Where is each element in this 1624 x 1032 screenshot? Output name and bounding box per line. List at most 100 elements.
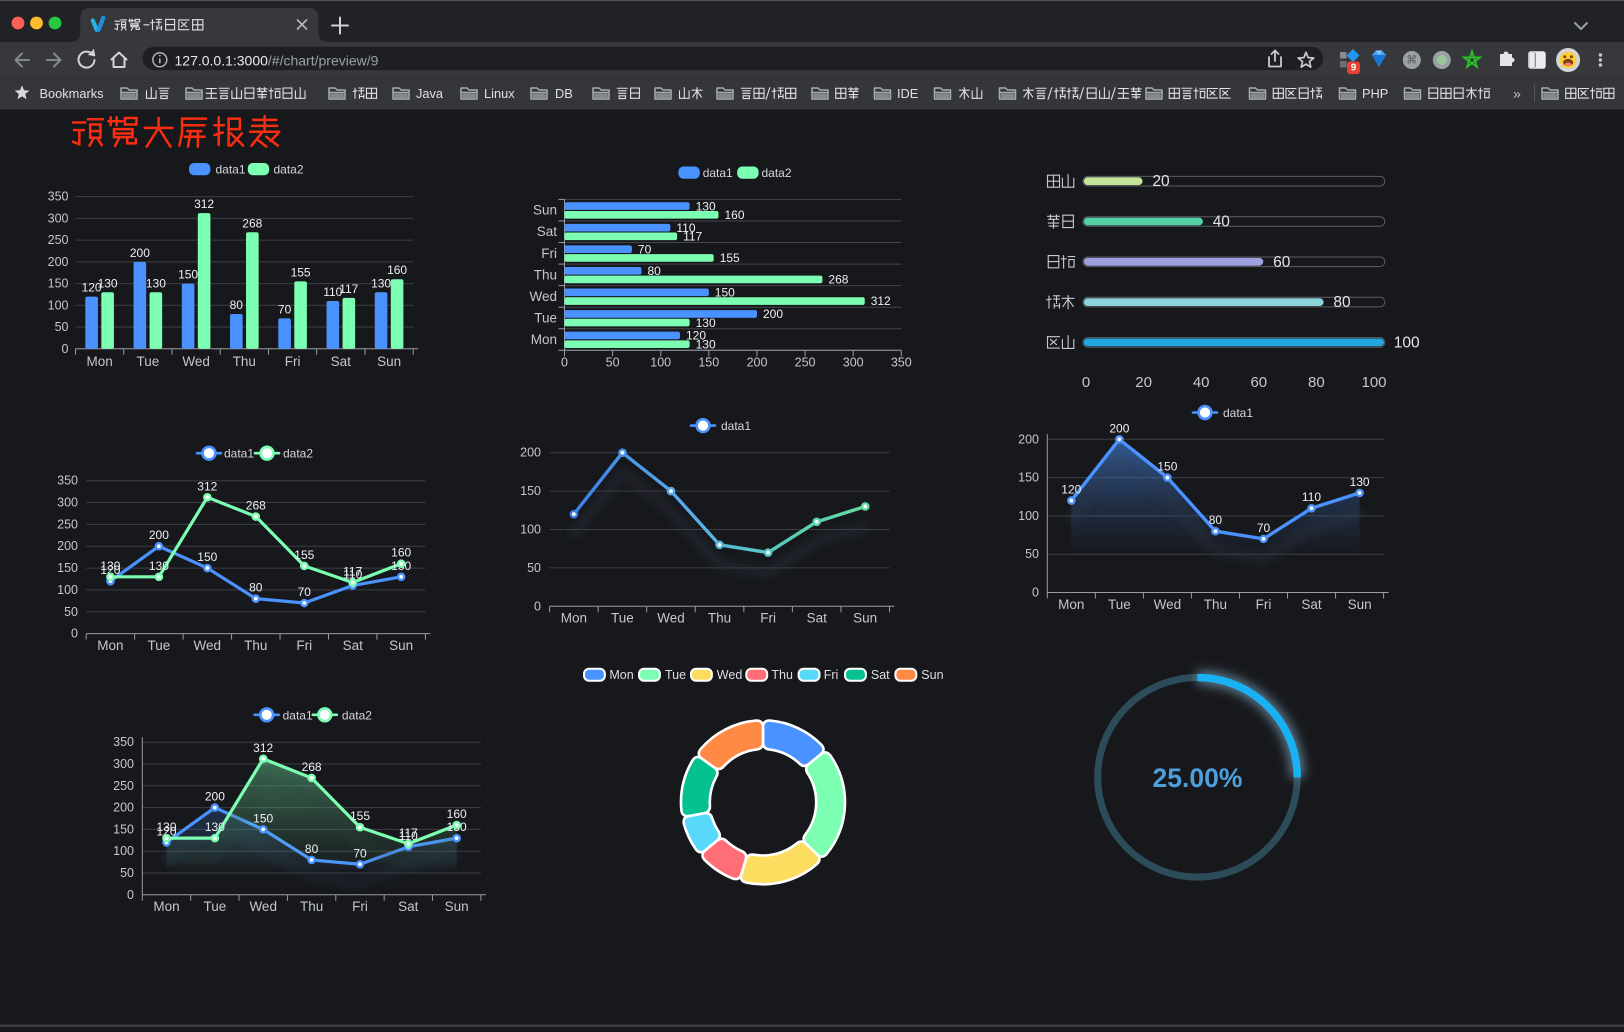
svg-text:312: 312 (253, 741, 273, 755)
svg-text:117: 117 (683, 230, 702, 244)
svg-text:Sun: Sun (853, 611, 877, 626)
svg-text:Mon: Mon (97, 638, 123, 653)
svg-text:150: 150 (197, 550, 217, 564)
svg-text:25.00%: 25.00% (1153, 763, 1243, 793)
svg-text:80: 80 (1333, 294, 1351, 311)
svg-text:155: 155 (294, 548, 314, 562)
svg-text:Tue: Tue (204, 899, 227, 914)
svg-text:50: 50 (120, 866, 134, 880)
svg-text:80: 80 (648, 264, 662, 278)
svg-text:200: 200 (1109, 421, 1129, 435)
svg-text:250: 250 (795, 356, 816, 370)
svg-text:Sat: Sat (1301, 597, 1322, 612)
svg-text:data1: data1 (1223, 406, 1253, 420)
svg-text:200: 200 (57, 539, 78, 553)
svg-text:130: 130 (1350, 475, 1370, 489)
svg-text:0: 0 (71, 627, 78, 641)
svg-text:Sun: Sun (445, 899, 469, 914)
svg-text:300: 300 (57, 496, 78, 510)
svg-text:312: 312 (871, 294, 891, 308)
svg-text:Wed: Wed (717, 668, 743, 682)
svg-text:Tue: Tue (611, 611, 634, 626)
svg-text:100: 100 (1394, 334, 1420, 351)
svg-text:Mon: Mon (153, 899, 179, 914)
svg-text:Linux: Linux (484, 86, 515, 101)
svg-text:Thu: Thu (244, 638, 267, 653)
svg-text:200: 200 (130, 246, 150, 260)
svg-text:data1: data1 (703, 166, 733, 180)
svg-text:110: 110 (399, 829, 418, 843)
svg-text:data2: data2 (342, 708, 372, 722)
svg-text:Fri: Fri (824, 668, 839, 682)
svg-text:100: 100 (520, 523, 541, 537)
svg-text:data1: data1 (721, 419, 751, 433)
svg-text:DB: DB (555, 86, 573, 101)
svg-text:Sat: Sat (343, 638, 364, 653)
svg-text:50: 50 (64, 605, 78, 619)
svg-text:150: 150 (48, 277, 69, 291)
svg-text:300: 300 (48, 211, 69, 225)
svg-text:200: 200 (1018, 432, 1039, 446)
svg-text:Wed: Wed (1154, 597, 1182, 612)
svg-text:80: 80 (1209, 513, 1223, 527)
svg-text:160: 160 (725, 208, 745, 222)
svg-text:150: 150 (1157, 460, 1177, 474)
svg-text:150: 150 (715, 286, 735, 300)
svg-text:150: 150 (178, 268, 198, 282)
svg-text:80: 80 (230, 298, 244, 312)
svg-text:312: 312 (197, 479, 217, 493)
svg-text:0: 0 (534, 599, 541, 613)
svg-text:Sun: Sun (1348, 597, 1372, 612)
svg-text:Sat: Sat (871, 668, 890, 682)
svg-text:70: 70 (353, 846, 367, 860)
svg-text:Sun: Sun (921, 668, 943, 682)
svg-text:110: 110 (343, 568, 362, 582)
svg-text:Fri: Fri (1256, 597, 1272, 612)
svg-text:70: 70 (298, 585, 312, 599)
svg-text:150: 150 (698, 356, 719, 370)
svg-text:data1: data1 (224, 447, 254, 461)
svg-text:250: 250 (113, 779, 134, 793)
svg-text:250: 250 (48, 233, 69, 247)
svg-text:120: 120 (156, 825, 176, 839)
svg-text:200: 200 (48, 255, 69, 269)
svg-text:150: 150 (113, 822, 134, 836)
svg-text:Mon: Mon (609, 668, 633, 682)
svg-text:Thu: Thu (771, 668, 793, 682)
svg-text:130: 130 (100, 559, 120, 573)
svg-text:70: 70 (638, 242, 652, 256)
svg-text:data1: data1 (216, 163, 246, 177)
svg-text:350: 350 (57, 474, 78, 488)
svg-text:250: 250 (57, 517, 78, 531)
svg-text:350: 350 (891, 356, 912, 370)
svg-text:Thu: Thu (534, 267, 557, 282)
svg-text:Tue: Tue (534, 311, 557, 326)
svg-text:20: 20 (1152, 173, 1170, 190)
svg-text:Mon: Mon (561, 611, 587, 626)
svg-text:Tue: Tue (665, 668, 686, 682)
svg-text:268: 268 (246, 499, 266, 513)
svg-text:130: 130 (696, 316, 716, 330)
svg-text:160: 160 (391, 546, 411, 560)
svg-text:0: 0 (127, 888, 134, 902)
svg-text:0: 0 (1032, 586, 1039, 600)
svg-text:155: 155 (350, 809, 370, 823)
svg-text:Thu: Thu (1204, 597, 1227, 612)
svg-text:155: 155 (291, 265, 311, 279)
svg-text:40: 40 (1213, 214, 1231, 231)
svg-text:Java: Java (416, 86, 444, 101)
svg-text:268: 268 (302, 760, 322, 774)
svg-text:130: 130 (205, 820, 225, 834)
svg-text:»: » (1513, 86, 1521, 102)
svg-text:155: 155 (720, 251, 740, 265)
svg-text:268: 268 (242, 216, 262, 230)
svg-text:9: 9 (1351, 63, 1357, 74)
svg-text:100: 100 (48, 298, 69, 312)
svg-text:50: 50 (527, 561, 541, 575)
svg-text:130: 130 (371, 276, 391, 290)
svg-text:150: 150 (520, 484, 541, 498)
svg-text:150: 150 (1018, 471, 1039, 485)
svg-text:117: 117 (343, 565, 362, 579)
svg-text:data2: data2 (283, 447, 313, 461)
svg-text:300: 300 (113, 757, 134, 771)
